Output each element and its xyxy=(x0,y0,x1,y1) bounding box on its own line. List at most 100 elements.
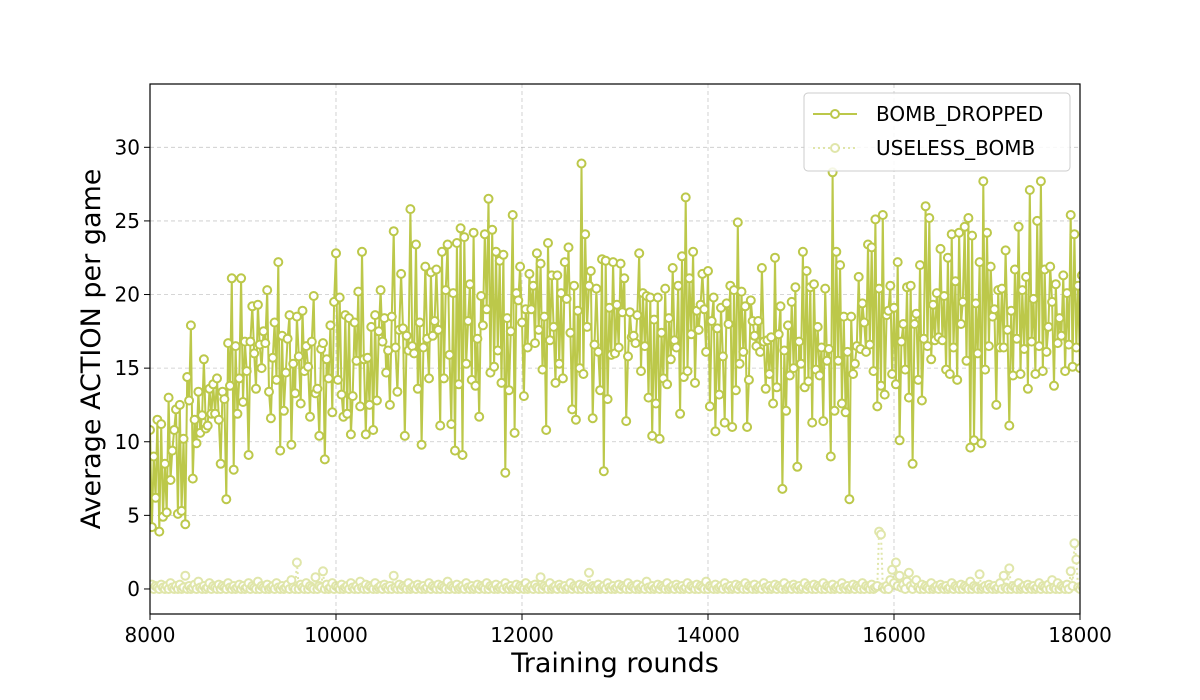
x-tick-label: 14000 xyxy=(676,623,740,647)
data-point-bomb-dropped xyxy=(831,246,842,257)
data-point-bomb-dropped xyxy=(663,313,674,324)
data-point-useless-bomb xyxy=(1069,538,1080,549)
data-point-bomb-dropped xyxy=(256,363,267,374)
data-point-bomb-dropped xyxy=(507,210,518,220)
data-point-bomb-dropped xyxy=(543,238,553,248)
data-point-bomb-dropped xyxy=(371,395,382,406)
data-point-bomb-dropped xyxy=(580,229,591,240)
data-point-bomb-dropped xyxy=(517,317,527,328)
data-point-bomb-dropped xyxy=(684,273,695,284)
data-point-bomb-dropped xyxy=(924,213,935,223)
data-point-bomb-dropped xyxy=(399,430,410,441)
data-point-bomb-dropped xyxy=(942,252,953,263)
data-point-bomb-dropped xyxy=(889,302,899,313)
data-point-bomb-dropped xyxy=(556,288,567,299)
data-point-bomb-dropped xyxy=(345,429,356,440)
legend-label-useless-bomb: USELESS_BOMB xyxy=(876,136,1035,160)
data-point-bomb-dropped xyxy=(290,388,301,399)
data-point-bomb-dropped xyxy=(565,327,576,338)
data-point-bomb-dropped xyxy=(788,363,799,374)
data-point-bomb-dropped xyxy=(710,426,721,437)
data-point-bomb-dropped xyxy=(920,201,931,212)
data-point-bomb-dropped xyxy=(570,414,581,425)
data-point-bomb-dropped xyxy=(332,374,343,385)
data-point-bomb-dropped xyxy=(593,346,604,357)
data-point-bomb-dropped xyxy=(174,399,185,410)
legend-label-bomb-dropped: BOMB_DROPPED xyxy=(876,102,1043,126)
y-tick-label: 10 xyxy=(115,430,140,454)
data-point-bomb-dropped xyxy=(911,308,922,319)
data-point-bomb-dropped xyxy=(976,438,987,449)
data-point-bomb-dropped xyxy=(937,335,948,346)
data-point-bomb-dropped xyxy=(615,258,626,269)
data-point-bomb-dropped xyxy=(297,305,308,316)
data-point-bomb-dropped xyxy=(1015,369,1026,379)
data-point-useless-bomb xyxy=(887,564,898,575)
series-useless-bomb xyxy=(150,526,1080,594)
data-point-bomb-dropped xyxy=(245,336,256,347)
y-tick-label: 20 xyxy=(115,283,140,307)
y-tick-label: 30 xyxy=(115,135,140,159)
data-point-bomb-dropped xyxy=(544,335,555,346)
data-point-bomb-dropped xyxy=(1056,330,1067,341)
data-point-bomb-dropped xyxy=(451,238,462,248)
data-point-bomb-dropped xyxy=(193,386,204,397)
data-point-bomb-dropped xyxy=(398,323,408,334)
data-point-bomb-dropped xyxy=(649,314,660,325)
data-point-bomb-dropped xyxy=(401,330,412,341)
data-point-bomb-dropped xyxy=(238,397,248,407)
data-point-bomb-dropped xyxy=(539,311,550,322)
data-point-bomb-dropped xyxy=(623,351,633,362)
data-point-bomb-dropped xyxy=(411,239,421,250)
data-point-bomb-dropped xyxy=(327,407,338,418)
data-point-bomb-dropped xyxy=(686,329,697,340)
data-point-bomb-dropped xyxy=(892,257,903,268)
data-point-bomb-dropped xyxy=(1054,313,1065,324)
data-point-bomb-dropped xyxy=(703,266,713,276)
data-point-bomb-dropped xyxy=(730,385,741,396)
data-point-bomb-dropped xyxy=(349,317,360,328)
data-point-bomb-dropped xyxy=(972,348,983,359)
data-point-bomb-dropped xyxy=(823,344,834,354)
data-point-bomb-dropped xyxy=(524,268,535,279)
data-point-bomb-dropped xyxy=(829,405,840,416)
data-point-bomb-dropped xyxy=(492,345,503,356)
data-point-bomb-dropped xyxy=(567,404,578,415)
data-point-bomb-dropped xyxy=(916,395,927,406)
data-point-useless-bomb xyxy=(318,566,328,577)
y-tick-label: 25 xyxy=(115,209,140,233)
data-point-useless-bomb xyxy=(974,569,985,580)
data-point-bomb-dropped xyxy=(576,158,587,169)
data-point-bomb-dropped xyxy=(779,345,790,356)
data-point-bomb-dropped xyxy=(1037,366,1048,377)
y-tick-label: 5 xyxy=(127,503,140,527)
data-point-bomb-dropped xyxy=(165,475,176,485)
data-point-bomb-dropped xyxy=(790,282,801,293)
data-point-useless-bomb xyxy=(1065,566,1076,577)
y-axis-label: Average ACTION per game xyxy=(76,169,107,530)
data-point-bomb-dropped xyxy=(877,210,888,220)
data-point-useless-bomb xyxy=(310,572,321,583)
data-point-bomb-dropped xyxy=(249,348,260,359)
data-point-bomb-dropped xyxy=(293,351,304,362)
data-point-bomb-dropped xyxy=(866,242,877,253)
data-point-bomb-dropped xyxy=(959,221,970,232)
data-point-bomb-dropped xyxy=(639,341,650,352)
data-point-bomb-dropped xyxy=(424,373,434,384)
data-point-bomb-dropped xyxy=(321,354,332,365)
data-point-bomb-dropped xyxy=(1062,288,1072,299)
data-point-bomb-dropped xyxy=(481,304,492,315)
data-point-bomb-dropped xyxy=(1075,363,1080,374)
data-point-bomb-dropped xyxy=(418,342,429,353)
legend-entry-bomb-dropped: BOMB_DROPPED xyxy=(813,102,1043,126)
data-point-bomb-dropped xyxy=(956,319,966,329)
data-point-bomb-dropped xyxy=(470,380,481,391)
data-point-bomb-dropped xyxy=(267,352,278,363)
data-point-bomb-dropped xyxy=(262,285,273,296)
data-point-bomb-dropped xyxy=(548,321,559,332)
data-point-bomb-dropped xyxy=(526,304,537,315)
data-point-bomb-dropped xyxy=(922,341,933,352)
data-point-bomb-dropped xyxy=(392,386,403,397)
data-point-useless-bomb xyxy=(584,567,594,578)
